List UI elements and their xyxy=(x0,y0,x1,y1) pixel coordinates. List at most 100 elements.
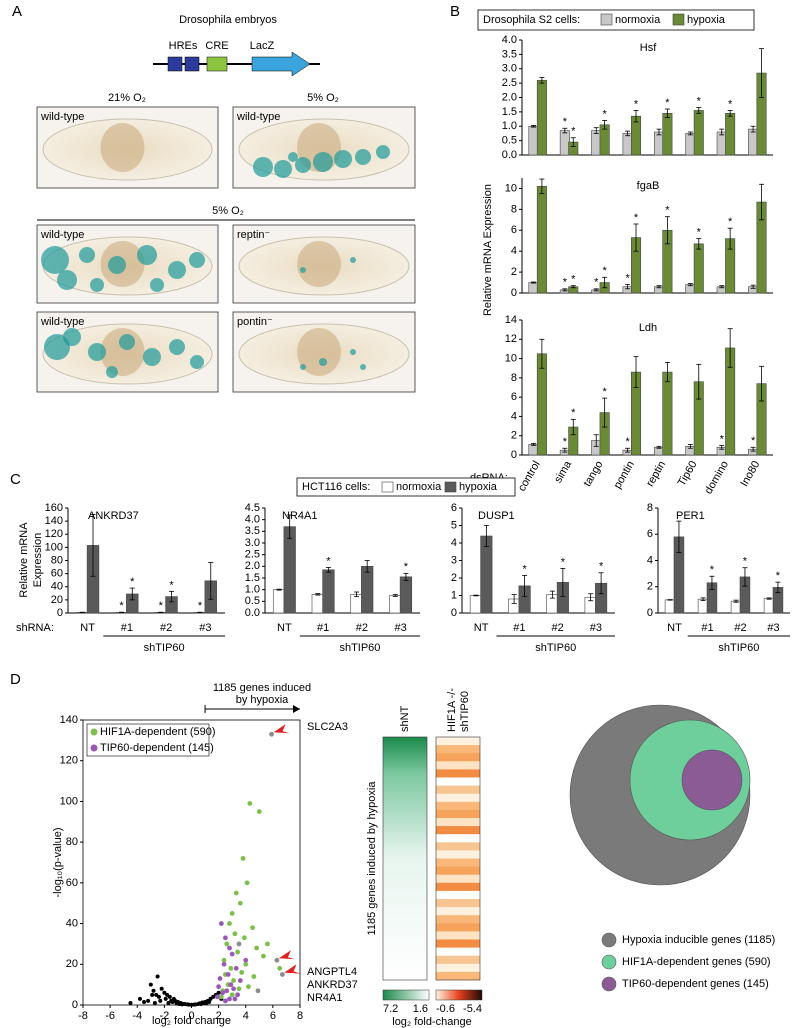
significance-star: * xyxy=(594,277,599,289)
embryo-image: wild-type xyxy=(36,106,219,189)
point xyxy=(247,801,253,806)
bar xyxy=(536,353,547,456)
point xyxy=(163,996,168,1001)
annotation-label: NR4A1 xyxy=(307,992,342,1004)
panel-label: B xyxy=(450,3,460,20)
axis-label: 1185 genes induced by hypoxia xyxy=(366,781,378,936)
stain xyxy=(190,355,204,369)
genotype-label: wild-type xyxy=(40,111,84,123)
error-bar xyxy=(392,594,398,597)
y-tick-label: 1 xyxy=(451,589,457,601)
y-tick-label: 4.0 xyxy=(245,514,260,526)
y-tick-label: 0.5 xyxy=(245,595,260,607)
error-bar xyxy=(562,127,568,134)
heatmap-stripe xyxy=(436,836,480,839)
stain xyxy=(355,149,371,165)
column-label: shTIP60 xyxy=(459,691,471,732)
error-bar xyxy=(129,587,135,601)
heatmap-stripe xyxy=(436,785,480,788)
point xyxy=(155,974,160,979)
significance-star: * xyxy=(720,433,725,445)
annotation-label: ANKRD37 xyxy=(307,979,358,991)
stain xyxy=(88,343,106,361)
error-bar xyxy=(759,48,765,98)
heatmap-stripe xyxy=(436,850,480,853)
y-tick-label: 80 xyxy=(51,554,63,566)
error-bar xyxy=(354,591,360,598)
heatmap-stripe xyxy=(436,840,480,843)
significance-star: * xyxy=(599,561,604,573)
error-bar xyxy=(656,285,662,289)
point xyxy=(269,731,274,737)
stain xyxy=(334,150,352,168)
significance-star: * xyxy=(743,556,748,568)
error-bar xyxy=(325,567,331,573)
y-tick-label: 160 xyxy=(45,502,63,514)
heatmap-stripe xyxy=(436,781,480,784)
yolk xyxy=(297,328,341,376)
legend-swatch xyxy=(672,13,685,26)
heatmap-stripe xyxy=(436,919,480,922)
x-tick-label: -6 xyxy=(105,1010,115,1022)
colorbar-tick: -5.4 xyxy=(463,1003,482,1015)
legend-box xyxy=(296,477,516,497)
heatmap-stripe xyxy=(436,749,480,752)
heatmap-stripe xyxy=(436,941,480,944)
y-tick-label: 5 xyxy=(451,519,457,531)
significance-star: * xyxy=(728,216,733,228)
heatmap-stripe xyxy=(436,779,480,782)
y-tick-label: 2.0 xyxy=(245,560,260,572)
heatmap-stripe xyxy=(436,909,480,912)
y-tick-label: 6 xyxy=(647,528,653,540)
point xyxy=(158,998,163,1003)
point xyxy=(154,992,159,997)
colorbar xyxy=(435,989,483,1001)
construct-label: HREs xyxy=(169,40,198,52)
stain xyxy=(376,145,390,159)
y-tick-label: 120 xyxy=(45,528,63,540)
y-tick-label: 100 xyxy=(45,541,63,553)
heatmap-stripe xyxy=(436,965,480,969)
stain xyxy=(253,157,273,177)
heatmap-stripe xyxy=(436,973,480,977)
y-tick-label: 0 xyxy=(647,607,653,619)
error-bar xyxy=(664,108,670,119)
stain xyxy=(137,245,157,265)
point xyxy=(151,988,156,993)
significance-star: * xyxy=(776,570,781,582)
error-bar xyxy=(687,443,693,449)
error-bar xyxy=(733,599,739,603)
error-bar xyxy=(530,443,536,446)
error-bar xyxy=(676,520,682,554)
y-tick-label: 1.0 xyxy=(502,120,517,132)
point xyxy=(237,978,243,983)
point xyxy=(240,856,246,861)
y-tick-label: 1.0 xyxy=(245,584,260,596)
y-tick-label: 40 xyxy=(66,917,78,929)
significance-star: * xyxy=(710,564,715,576)
panel-label: C xyxy=(10,471,21,488)
error-bar xyxy=(598,572,604,595)
stain xyxy=(79,247,95,263)
bar xyxy=(763,598,775,614)
heatmap-stripe xyxy=(436,745,480,748)
embryo-images: wild-type wild-type wild-type reptin⁻ wild-t… xyxy=(36,106,416,393)
point xyxy=(227,996,232,1002)
heatmap-stripe xyxy=(436,777,480,780)
stain xyxy=(313,152,333,172)
point xyxy=(218,994,224,1000)
error-bar xyxy=(588,593,594,602)
chart-title: NR4A1 xyxy=(282,510,317,522)
legend-label: HIF1A-dependent genes (590) xyxy=(622,956,771,968)
colorbar-tick: 1.6 xyxy=(413,1003,428,1015)
bar xyxy=(536,186,547,294)
x-tick-label: -2 xyxy=(159,1010,169,1022)
stain xyxy=(44,334,70,360)
legend-swatch xyxy=(601,976,617,992)
chart-title: fgaB xyxy=(637,180,660,192)
stain xyxy=(350,349,356,355)
y-tick-label: 4.0 xyxy=(502,34,517,46)
significance-star: * xyxy=(404,561,409,573)
stain xyxy=(143,348,161,366)
y-tick-label: 10 xyxy=(505,182,517,194)
